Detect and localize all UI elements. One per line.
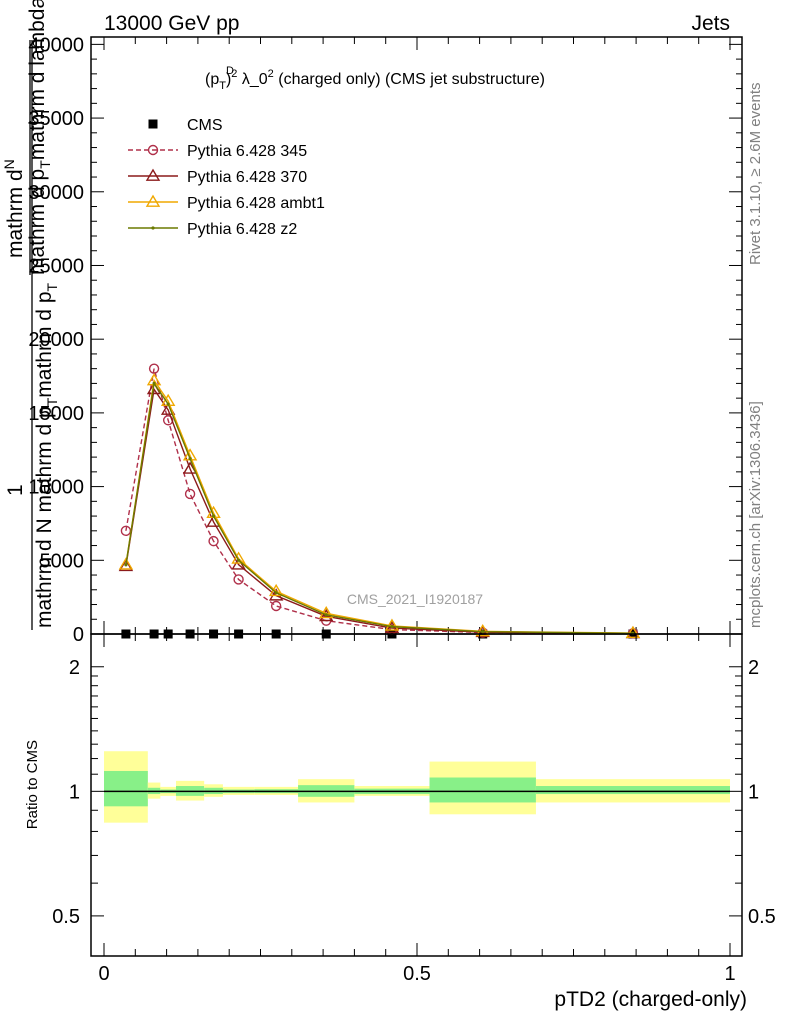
mcplots-source-label: mcplots.cern.ch [arXiv:1306.3436]: [747, 401, 764, 628]
x-tick-label: 0: [98, 963, 109, 985]
data-point: [390, 625, 394, 629]
legend-label: Pythia 6.428 ambt1: [187, 195, 325, 212]
data-point: [324, 613, 328, 617]
ratio-y-tick-label: 2: [69, 657, 80, 679]
data-point: [481, 630, 485, 634]
ratio-x-ticks: 0 0.5 1: [98, 634, 736, 985]
ratio-y-tick-label-right: 1: [748, 781, 759, 803]
legend: CMS Pythia 6.428 345 Pythia 6.428 370 Pythi…: [128, 117, 325, 238]
header-right-label: Jets: [691, 12, 730, 35]
legend-marker: [147, 144, 159, 156]
y-label-denominator: mathrm d N mathrm d pTmathrm d pT: [33, 283, 60, 629]
ratio-y-tick-label: 1: [69, 781, 80, 803]
data-point: [208, 535, 219, 547]
x-tick-label: 1: [724, 963, 735, 985]
legend-marker: [151, 226, 155, 230]
y-label-one: 1: [4, 484, 27, 496]
ratio-panel: 0.5 0.51 12 2 0 0.5 1 Ratio to CMS pTD2 (char…: [24, 633, 776, 1011]
header-left-label: 13000 GeV pp: [104, 12, 239, 35]
ratio-y-tick-label: 0.5: [52, 906, 80, 928]
data-point: [231, 551, 246, 564]
main-y-axis-label: 1 mathrm d N mathrm d pTmathrm d pT math…: [1, 0, 60, 630]
ratio-y-ticks: 0.5 0.5 1 1 2 2: [52, 657, 776, 928]
x-tick-label: 0.5: [403, 963, 431, 985]
main-y-tick-label: 40000: [28, 34, 84, 56]
main-y-tick-label: 20000: [28, 329, 84, 351]
ratio-y-tick-label-right: 0.5: [748, 906, 776, 928]
legend-label: Pythia 6.428 345: [187, 143, 307, 160]
analysis-watermark: CMS_2021_I1920187: [347, 591, 483, 607]
data-point: [118, 558, 134, 572]
legend-label: CMS: [187, 117, 223, 134]
data-point: [475, 623, 490, 637]
data-point: [270, 600, 282, 612]
data-point: [319, 605, 334, 619]
main-y-tick-label: 15000: [28, 403, 84, 425]
data-point: [184, 488, 196, 500]
y-label-numerator-bottom: mathrm d pTmathrm d lambda: [26, 0, 53, 275]
main-y-tick-label: 25000: [28, 255, 84, 277]
data-point: [182, 461, 198, 474]
data-point: [384, 618, 400, 631]
data-point: [233, 574, 244, 585]
data-point: [625, 625, 641, 639]
chart-title-sup-d: D: [226, 65, 234, 77]
main-y-tick-label: 30000: [28, 182, 84, 204]
main-y-tick-label: 35000: [28, 108, 84, 130]
legend-label: Pythia 6.428 370: [187, 169, 307, 186]
ratio-inner-band: [535, 786, 730, 795]
main-panel: CMS_2021_I1920187 0 5000 10000 15000 20000 25…: [1, 0, 743, 646]
ratio-inner-band: [429, 777, 536, 803]
main-y-ticks: 0 5000 10000 15000 20000 25000 30000 35000 40000: [28, 34, 742, 646]
ratio-y-axis-label: Ratio to CMS: [24, 740, 41, 829]
data-point: [166, 402, 170, 406]
data-point: [274, 591, 278, 595]
main-y-tick-label: 0: [73, 624, 84, 646]
ratio-band-group: [104, 751, 730, 823]
x-axis-label: pTD2 (charged-only): [554, 988, 747, 1011]
main-y-tick-label: 5000: [40, 550, 85, 572]
ratio-inner-band: [104, 770, 148, 807]
data-point: [152, 381, 156, 386]
data-point: [231, 557, 246, 570]
y-label-numerator-top: mathrm dN: [1, 159, 27, 258]
legend-marker: [145, 194, 161, 207]
main-y-tick-label: 10000: [28, 477, 84, 499]
data-point: [236, 558, 241, 562]
legend-label: Pythia 6.428 z2: [187, 221, 297, 238]
chart-title: (pT)2 λ_02 (charged only) (CMS jet subst…: [205, 68, 545, 92]
legend-marker: [145, 168, 161, 181]
data-point: [211, 514, 216, 518]
data-point: [118, 557, 134, 570]
ratio-y-tick-label-right: 2: [748, 657, 759, 679]
rivet-version-label: Rivet 3.1.10, ≥ 2.6M events: [747, 83, 764, 266]
data-point: [188, 456, 192, 461]
legend-marker: [148, 119, 158, 129]
data-point: [124, 563, 128, 567]
